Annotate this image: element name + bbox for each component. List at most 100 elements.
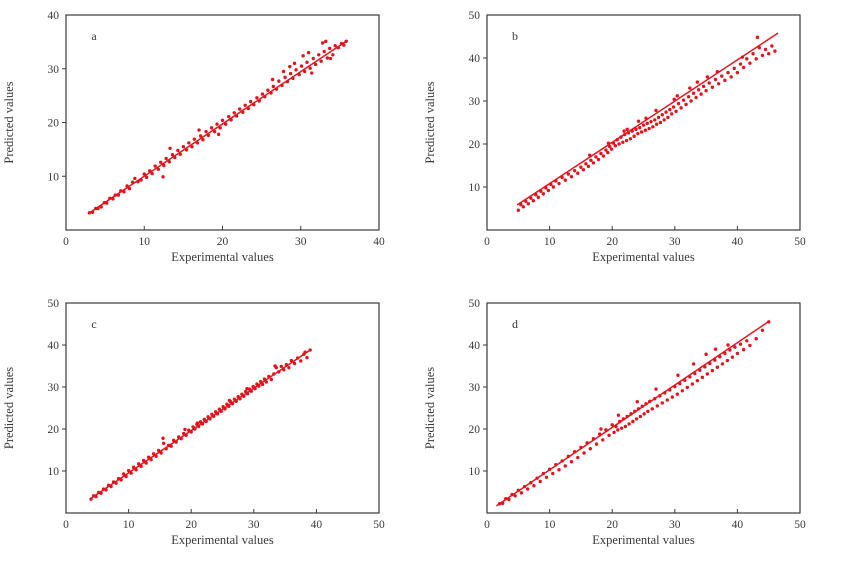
data-point xyxy=(328,56,333,61)
data-point xyxy=(730,355,735,359)
data-point xyxy=(723,78,727,83)
data-point xyxy=(685,385,690,390)
x-axis-title: Experimental values xyxy=(171,533,274,547)
data-point xyxy=(726,343,730,347)
data-point xyxy=(190,144,194,149)
data-point xyxy=(161,441,166,445)
data-point xyxy=(328,46,332,51)
data-point xyxy=(713,77,718,82)
x-tick-label: 10 xyxy=(123,519,135,531)
x-tick-label: 0 xyxy=(63,236,69,248)
data-point xyxy=(634,417,639,421)
data-point xyxy=(232,111,236,115)
data-point xyxy=(636,131,640,136)
data-point xyxy=(691,362,696,366)
scatter-panel-b: 0 10 20 30 40 50 10 20 30 40 50 b Experimental value… xyxy=(423,10,806,264)
data-point xyxy=(599,427,603,431)
data-point xyxy=(212,129,217,134)
data-point xyxy=(216,132,221,137)
y-tick-label: 30 xyxy=(469,382,481,394)
data-point xyxy=(271,84,276,89)
y-tick-label: 20 xyxy=(48,424,60,436)
data-point xyxy=(563,178,567,182)
data-point xyxy=(710,368,715,373)
plot-frame xyxy=(65,302,380,514)
y-tick-label: 40 xyxy=(469,53,481,65)
y-tick-label: 50 xyxy=(469,298,481,310)
scatter-panel-c: 0 10 20 30 40 50 10 20 30 40 50 c Experimental value… xyxy=(2,298,385,547)
data-point xyxy=(660,401,664,405)
data-point xyxy=(674,109,678,114)
scatter-panel-a: 0 10 20 30 40 10 20 30 40 a Experimental values Pre… xyxy=(2,10,385,264)
data-point xyxy=(748,61,752,65)
data-point xyxy=(513,494,517,498)
x-tick-label: 0 xyxy=(63,519,69,531)
data-point xyxy=(599,151,603,156)
data-point xyxy=(704,352,708,356)
data-point xyxy=(589,158,593,163)
data-point xyxy=(557,468,561,472)
data-point xyxy=(628,137,633,141)
data-point xyxy=(301,54,305,58)
data-point xyxy=(596,157,601,162)
data-point xyxy=(331,53,335,57)
data-point xyxy=(665,398,669,402)
data-point xyxy=(735,351,740,356)
data-point xyxy=(333,43,337,48)
data-point xyxy=(292,361,297,366)
data-point xyxy=(720,74,724,78)
y-tick-label: 20 xyxy=(469,139,481,151)
y-tick-label: 40 xyxy=(469,340,481,352)
data-point xyxy=(695,379,700,383)
data-point xyxy=(770,44,774,48)
data-point xyxy=(754,57,758,61)
data-point xyxy=(634,127,638,132)
data-point xyxy=(604,148,608,152)
data-point xyxy=(197,128,201,132)
data-point xyxy=(686,95,691,99)
data-point xyxy=(713,347,718,351)
data-point xyxy=(773,49,777,53)
y-tick-label: 20 xyxy=(48,118,60,130)
data-point xyxy=(696,88,701,92)
data-point xyxy=(695,80,700,84)
x-tick-label: 50 xyxy=(794,236,806,248)
data-point xyxy=(144,175,149,180)
x-tick-label: 40 xyxy=(373,236,385,248)
x-axis-title: Experimental values xyxy=(592,533,695,547)
data-point xyxy=(198,134,203,138)
y-axis-title: Predicted values xyxy=(423,367,437,449)
x-tick-label: 40 xyxy=(732,236,744,248)
data-point xyxy=(218,126,222,130)
x-tick-label: 20 xyxy=(217,236,229,248)
data-point xyxy=(281,69,286,74)
data-point xyxy=(662,118,666,122)
data-point xyxy=(209,126,214,130)
data-point xyxy=(164,156,168,161)
data-point xyxy=(720,362,725,366)
data-point xyxy=(150,171,154,176)
data-point xyxy=(584,162,588,166)
data-point xyxy=(269,377,274,382)
data-point xyxy=(317,53,321,57)
y-tick-label: 10 xyxy=(48,171,60,183)
data-point xyxy=(551,471,555,476)
y-tick-label: 20 xyxy=(469,424,481,436)
data-point xyxy=(310,71,314,75)
data-point xyxy=(161,436,165,440)
data-point xyxy=(619,426,624,430)
data-point xyxy=(699,92,703,96)
data-point xyxy=(676,373,680,377)
data-point xyxy=(227,114,231,119)
data-point xyxy=(121,472,126,476)
data-point xyxy=(601,438,605,442)
data-point xyxy=(732,66,736,71)
data-point xyxy=(238,107,242,111)
data-point xyxy=(287,365,291,370)
x-tick-label: 0 xyxy=(484,519,490,531)
data-point xyxy=(227,398,232,403)
x-tick-label: 30 xyxy=(669,519,681,531)
data-point xyxy=(675,392,680,396)
data-point xyxy=(292,61,297,66)
